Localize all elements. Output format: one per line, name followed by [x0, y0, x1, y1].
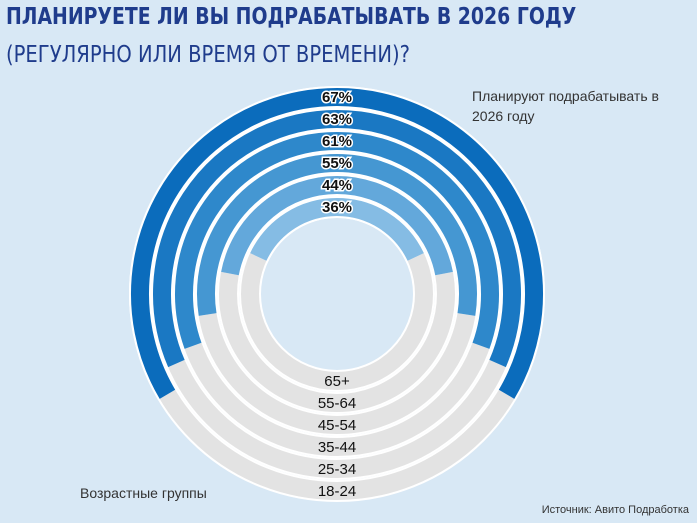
value-label: 36% [322, 199, 352, 216]
arc [153, 110, 521, 368]
category-label: 25-34 [318, 461, 356, 478]
value-label: 63% [322, 111, 352, 128]
arc [221, 176, 453, 276]
legend-entry: Планируют подрабатывать в 2026 году [472, 88, 659, 124]
category-label: 18-24 [318, 483, 356, 500]
axis-label: Возрастные группы [80, 485, 207, 501]
value-label: 61% [322, 133, 352, 150]
category-label: 35-44 [318, 439, 356, 456]
value-label: 67% [322, 89, 352, 106]
value-label: 44% [322, 177, 352, 194]
category-label: 65+ [324, 373, 350, 390]
category-label: 45-54 [318, 417, 356, 434]
value-label: 55% [322, 155, 352, 172]
chart-subtitle: (РЕГУЛЯРНО ИЛИ ВРЕМЯ ОТ ВРЕМЕНИ)? [6, 42, 411, 68]
arc [197, 154, 477, 316]
arc [131, 88, 543, 399]
chart-title: ПЛАНИРУЕТЕ ЛИ ВЫ ПОДРАБАТЫВАТЬ В 2026 ГО… [6, 4, 577, 30]
source: Источник: Авито Подработка [541, 504, 689, 516]
arc [175, 132, 499, 349]
arc [250, 198, 424, 261]
category-label: 55-64 [318, 395, 356, 412]
